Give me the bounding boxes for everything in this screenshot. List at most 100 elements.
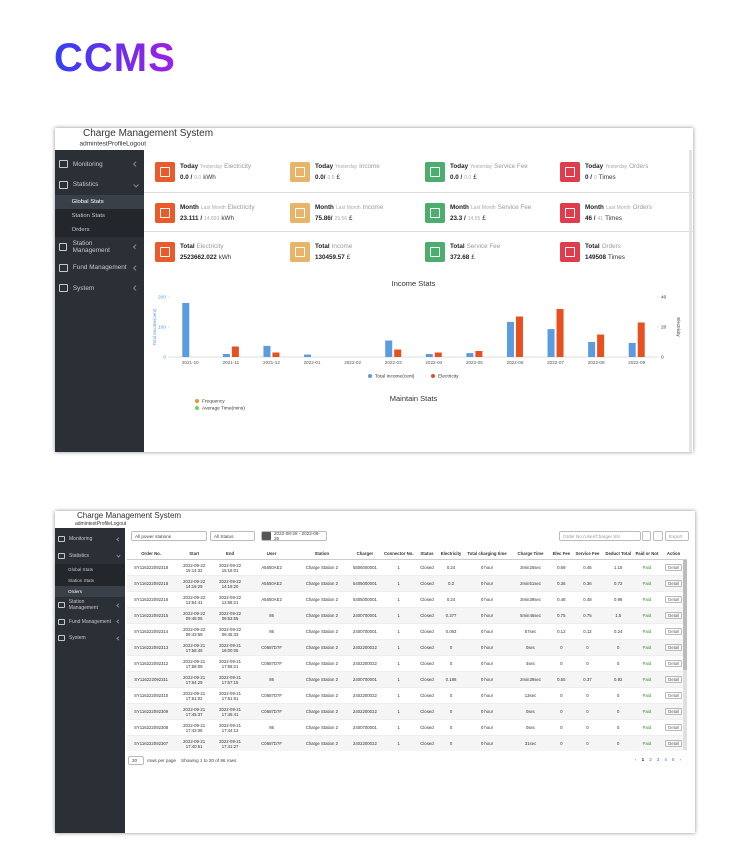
column-header[interactable]: End (213, 548, 247, 560)
search-input[interactable]: Order No./User/Charger SN (559, 531, 641, 541)
stat-period: Month (315, 204, 334, 211)
page-link[interactable]: 5 (671, 757, 675, 762)
user-name[interactable]: admintest (79, 140, 108, 148)
page-link[interactable]: ‹ (635, 757, 637, 762)
table-cell: 0.24 (438, 559, 464, 576)
bar (272, 352, 280, 357)
table-cell: 0 (438, 687, 464, 704)
column-header[interactable]: Deduct Total (602, 548, 634, 560)
column-header[interactable]: Station (296, 548, 348, 560)
export-button[interactable]: Export (665, 531, 689, 541)
detail-button[interactable]: Detail (665, 724, 683, 731)
header-link[interactable]: Profile (96, 521, 111, 527)
submenu-item[interactable]: Global Stats (68, 567, 94, 572)
page-size-select[interactable]: 20 (128, 756, 144, 765)
sidebar-item[interactable]: Station Management (55, 597, 125, 614)
table-cell: 2022-09-21 18:00:05 (213, 639, 247, 656)
submenu-item[interactable]: Station Stats (68, 578, 95, 583)
action-cell: Detail (660, 607, 687, 624)
submenu-item[interactable]: Orders (71, 227, 90, 233)
clear-button[interactable] (642, 531, 651, 541)
search-button[interactable] (653, 531, 663, 541)
stat-metric: Electricity (224, 163, 252, 170)
status-select[interactable]: All Status (210, 531, 255, 541)
detail-button[interactable]: Detail (665, 580, 683, 587)
column-header[interactable]: Status (415, 548, 439, 560)
detail-button[interactable]: Detail (665, 596, 683, 603)
sidebar-item[interactable]: Monitoring (55, 531, 125, 548)
detail-button[interactable]: Detail (665, 644, 683, 651)
sidebar-item[interactable]: Statistics (55, 548, 125, 565)
header-link[interactable]: Logout (126, 140, 147, 148)
station-select[interactable]: All power stations (131, 531, 207, 541)
column-header[interactable]: Electricity (438, 548, 464, 560)
y2-tick-label: 20 (661, 325, 667, 331)
sidebar-item[interactable]: System (55, 630, 125, 647)
column-header[interactable]: Start (175, 548, 214, 560)
detail-button[interactable]: Detail (665, 612, 683, 619)
table-cell: 2022-09-22 09:43:59 (175, 623, 214, 640)
detail-button[interactable]: Detail (665, 740, 683, 747)
column-header[interactable]: Charger (347, 548, 383, 560)
table-cell: 2402200022 (347, 655, 383, 672)
submenu-item[interactable]: Orders (55, 586, 125, 597)
header-link[interactable]: Profile (107, 140, 127, 148)
stat-compare: Yesterday (470, 164, 493, 170)
date-range[interactable]: 2022-08-28 - 2022-09-26 (261, 531, 327, 541)
sidebar-item[interactable]: System (55, 278, 144, 299)
app-title: Charge Management System (83, 128, 214, 139)
table-cell: 2022-09-21 17:44:13 (213, 719, 247, 736)
column-header[interactable]: Total charging time (463, 548, 511, 560)
table-cell: 0sec (510, 719, 551, 736)
submenu-item[interactable]: Global Stats (55, 195, 144, 209)
x-tick-label: 2022-06 (507, 360, 524, 365)
detail-button[interactable]: Detail (665, 692, 683, 699)
header-link[interactable]: Logout (110, 521, 127, 527)
table-cell: 2min51sec (510, 575, 551, 592)
stat-card: Total Electricity 2523662.022 kWh (155, 232, 280, 272)
column-header[interactable]: Service Fee (572, 548, 603, 560)
user-name[interactable]: admintest (75, 521, 97, 527)
detail-button[interactable]: Detail (665, 660, 683, 667)
sidebar-item[interactable]: Monitoring (55, 154, 144, 175)
table-cell: 2022-09-21 17:51:02 (175, 687, 214, 704)
detail-button[interactable]: Detail (665, 676, 683, 683)
stat-title: Month Last Month Electricity (180, 204, 255, 211)
table-cell: 0.75 (550, 607, 573, 624)
detail-button[interactable]: Detail (665, 708, 683, 715)
legend-label: Total Income(cent) (375, 374, 415, 380)
table-cell: Paid (633, 655, 661, 672)
menu-label: System (69, 635, 86, 642)
sidebar-item[interactable]: Statistics (55, 175, 144, 196)
sidebar-item[interactable]: Station Management (55, 237, 144, 258)
x-tick-label: 2022-03 (385, 360, 402, 365)
page-link[interactable]: 3 (656, 757, 660, 762)
sidebar-item[interactable]: Fund Management (55, 258, 144, 279)
table-cell: 1.15 (602, 559, 634, 576)
table-cell: 0.96 (602, 591, 634, 608)
stat-card: Month Last Month Orders 46 /41 Times (560, 193, 685, 233)
detail-button[interactable]: Detail (665, 628, 683, 635)
submenu-item[interactable]: Station Stats (71, 213, 105, 219)
bar (637, 322, 645, 357)
column-header[interactable]: Paid or Not (633, 548, 661, 560)
column-header[interactable]: User (246, 548, 297, 560)
action-cell: Detail (660, 687, 687, 704)
page-link[interactable]: 1 (641, 757, 645, 762)
detail-button[interactable]: Detail (665, 564, 683, 571)
column-header[interactable]: Action (660, 548, 687, 560)
table-cell: SY116222092314 (127, 623, 176, 640)
sidebar-item[interactable]: Fund Management (55, 614, 125, 631)
column-header[interactable]: Connector No. (382, 548, 416, 560)
page-link[interactable]: 2 (649, 757, 652, 762)
page-link[interactable]: › (679, 757, 681, 762)
page-link[interactable]: 4 (664, 757, 667, 762)
stat-unit: £ (473, 174, 477, 181)
menu-icon (58, 635, 65, 642)
column-header[interactable]: Charge Time (510, 548, 551, 560)
column-header[interactable]: Elec Fee (550, 548, 573, 560)
table-cell: 3min39sec (510, 591, 551, 608)
menu-icon (58, 552, 65, 559)
column-header[interactable]: Order No. (127, 548, 176, 560)
order-row: SY116222092308 2022-09-21 17:43:06 2022-09… (127, 719, 687, 736)
